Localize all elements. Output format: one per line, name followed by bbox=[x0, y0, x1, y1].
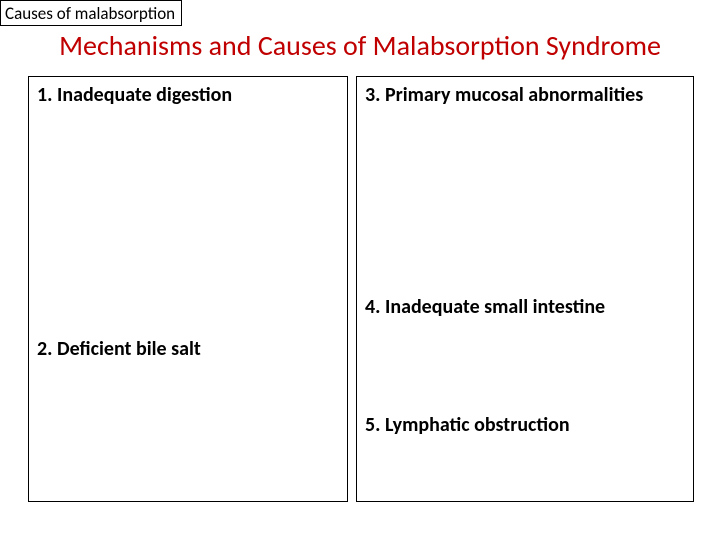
slide-root: Causes of malabsorption Mechanisms and C… bbox=[0, 0, 720, 540]
breadcrumb-text: Causes of malabsorption bbox=[5, 3, 175, 24]
section-3: 3. Primary mucosal abnormalities bbox=[365, 83, 685, 107]
section-4: 4. Inadequate small intestine bbox=[365, 295, 685, 319]
left-column: 1. Inadequate digestion 2. Deficient bil… bbox=[28, 76, 348, 502]
breadcrumb: Causes of malabsorption bbox=[0, 0, 182, 26]
right-column: 3. Primary mucosal abnormalities 4. Inad… bbox=[356, 76, 694, 502]
section-1: 1. Inadequate digestion bbox=[37, 83, 339, 107]
section-5: 5. Lymphatic obstruction bbox=[365, 413, 685, 437]
section-2: 2. Deficient bile salt bbox=[37, 337, 339, 361]
slide-title: Mechanisms and Causes of Malabsorption S… bbox=[0, 28, 720, 63]
